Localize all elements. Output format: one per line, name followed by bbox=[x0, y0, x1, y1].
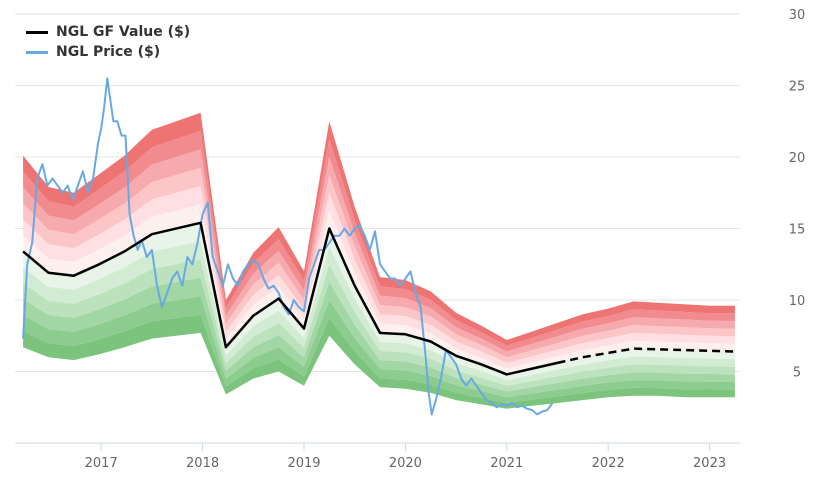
x-tick-label: 2018 bbox=[186, 456, 219, 471]
legend-swatch-gf-value bbox=[26, 30, 48, 34]
gf-value-line bbox=[22, 221, 558, 376]
legend-item-gf-value[interactable]: NGL GF Value ($) bbox=[26, 22, 190, 42]
y-tick-label: 25 bbox=[789, 80, 806, 95]
x-tick-label: 2022 bbox=[592, 456, 625, 471]
y-tick-label: 30 bbox=[789, 8, 806, 23]
legend: NGL GF Value ($) NGL Price ($) bbox=[26, 22, 190, 62]
y-tick-label: 5 bbox=[793, 366, 801, 381]
x-tick-label: 2020 bbox=[389, 456, 422, 471]
y-tick-label: 15 bbox=[789, 223, 806, 238]
gf-value-projected-line bbox=[557, 347, 735, 365]
series-lines bbox=[22, 77, 735, 416]
legend-item-price[interactable]: NGL Price ($) bbox=[26, 42, 190, 62]
y-axis-ticks: 5 10 15 20 25 30 bbox=[789, 8, 806, 381]
x-tick-label: 2023 bbox=[693, 456, 726, 471]
y-tick-label: 20 bbox=[789, 151, 806, 166]
x-axis-ticks: 2017 2018 2019 2020 2021 2022 2023 bbox=[85, 443, 726, 471]
x-tick-label: 2017 bbox=[85, 456, 118, 471]
y-tick-label: 10 bbox=[789, 294, 806, 309]
x-tick-label: 2021 bbox=[490, 456, 523, 471]
legend-swatch-price bbox=[26, 50, 48, 54]
legend-label-price: NGL Price ($) bbox=[56, 44, 161, 60]
legend-label-gf-value: NGL GF Value ($) bbox=[56, 24, 191, 40]
x-tick-label: 2019 bbox=[287, 456, 320, 471]
